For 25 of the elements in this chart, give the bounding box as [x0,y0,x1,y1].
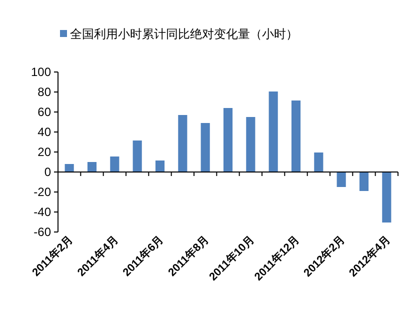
bar [268,92,278,172]
y-tick-label: 80 [38,85,52,99]
y-tick-label: 40 [38,125,52,139]
bar [336,172,346,187]
y-tick-label: 60 [38,105,52,119]
bar [291,100,301,172]
bar [223,108,233,172]
bar [382,172,392,222]
y-tick-label: -40 [34,205,52,219]
y-tick-label: -60 [34,225,52,239]
bar [314,152,324,172]
y-tick-label: -20 [34,185,52,199]
y-tick-label: 20 [38,145,52,159]
bar [87,162,97,172]
legend-label: 全国利用小时累计同比绝对变化量（小时） [70,27,298,41]
bar [246,117,256,172]
bar [178,115,188,172]
bar [110,156,120,172]
bar [155,160,165,172]
bar [200,123,210,172]
y-tick-label: 0 [44,165,52,179]
bar [132,140,142,172]
bar [64,164,74,172]
y-tick-label: 100 [30,65,52,79]
bar [359,172,369,191]
